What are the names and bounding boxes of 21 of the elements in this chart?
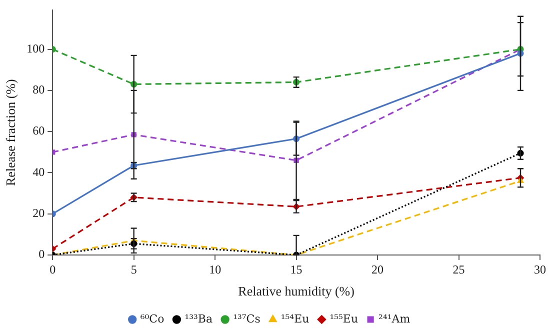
y-tick-label: 100: [26, 41, 45, 56]
y-tick-label: 0: [38, 247, 45, 262]
x-tick-label: 10: [209, 262, 222, 276]
x-tick-label: 25: [452, 262, 465, 276]
legend-label: ¹⁵⁴Eu: [280, 312, 310, 326]
legend-label: ¹⁵⁵Eu: [330, 312, 358, 326]
x-tick-label: 5: [130, 262, 137, 276]
y-tick-label: 60: [32, 124, 45, 138]
x-tick-label: 20: [372, 262, 384, 276]
legend-label: ²⁴¹Am: [378, 312, 411, 326]
legend-label: ⁶⁰Co: [140, 312, 165, 326]
x-tick-label: 15: [290, 262, 302, 276]
y-axis-title: Release fraction (%): [3, 79, 18, 186]
y-tick-label: 40: [32, 164, 45, 179]
legend-label: ¹³⁷Cs: [233, 312, 261, 326]
x-tick-label: 0: [50, 262, 56, 276]
x-axis-title: Relative humidity (%): [238, 284, 354, 299]
y-tick-label: 80: [32, 82, 45, 97]
legend-label: ¹³³Ba: [184, 312, 214, 326]
y-tick-label: 20: [32, 206, 45, 220]
x-tick-label: 30: [534, 262, 546, 276]
